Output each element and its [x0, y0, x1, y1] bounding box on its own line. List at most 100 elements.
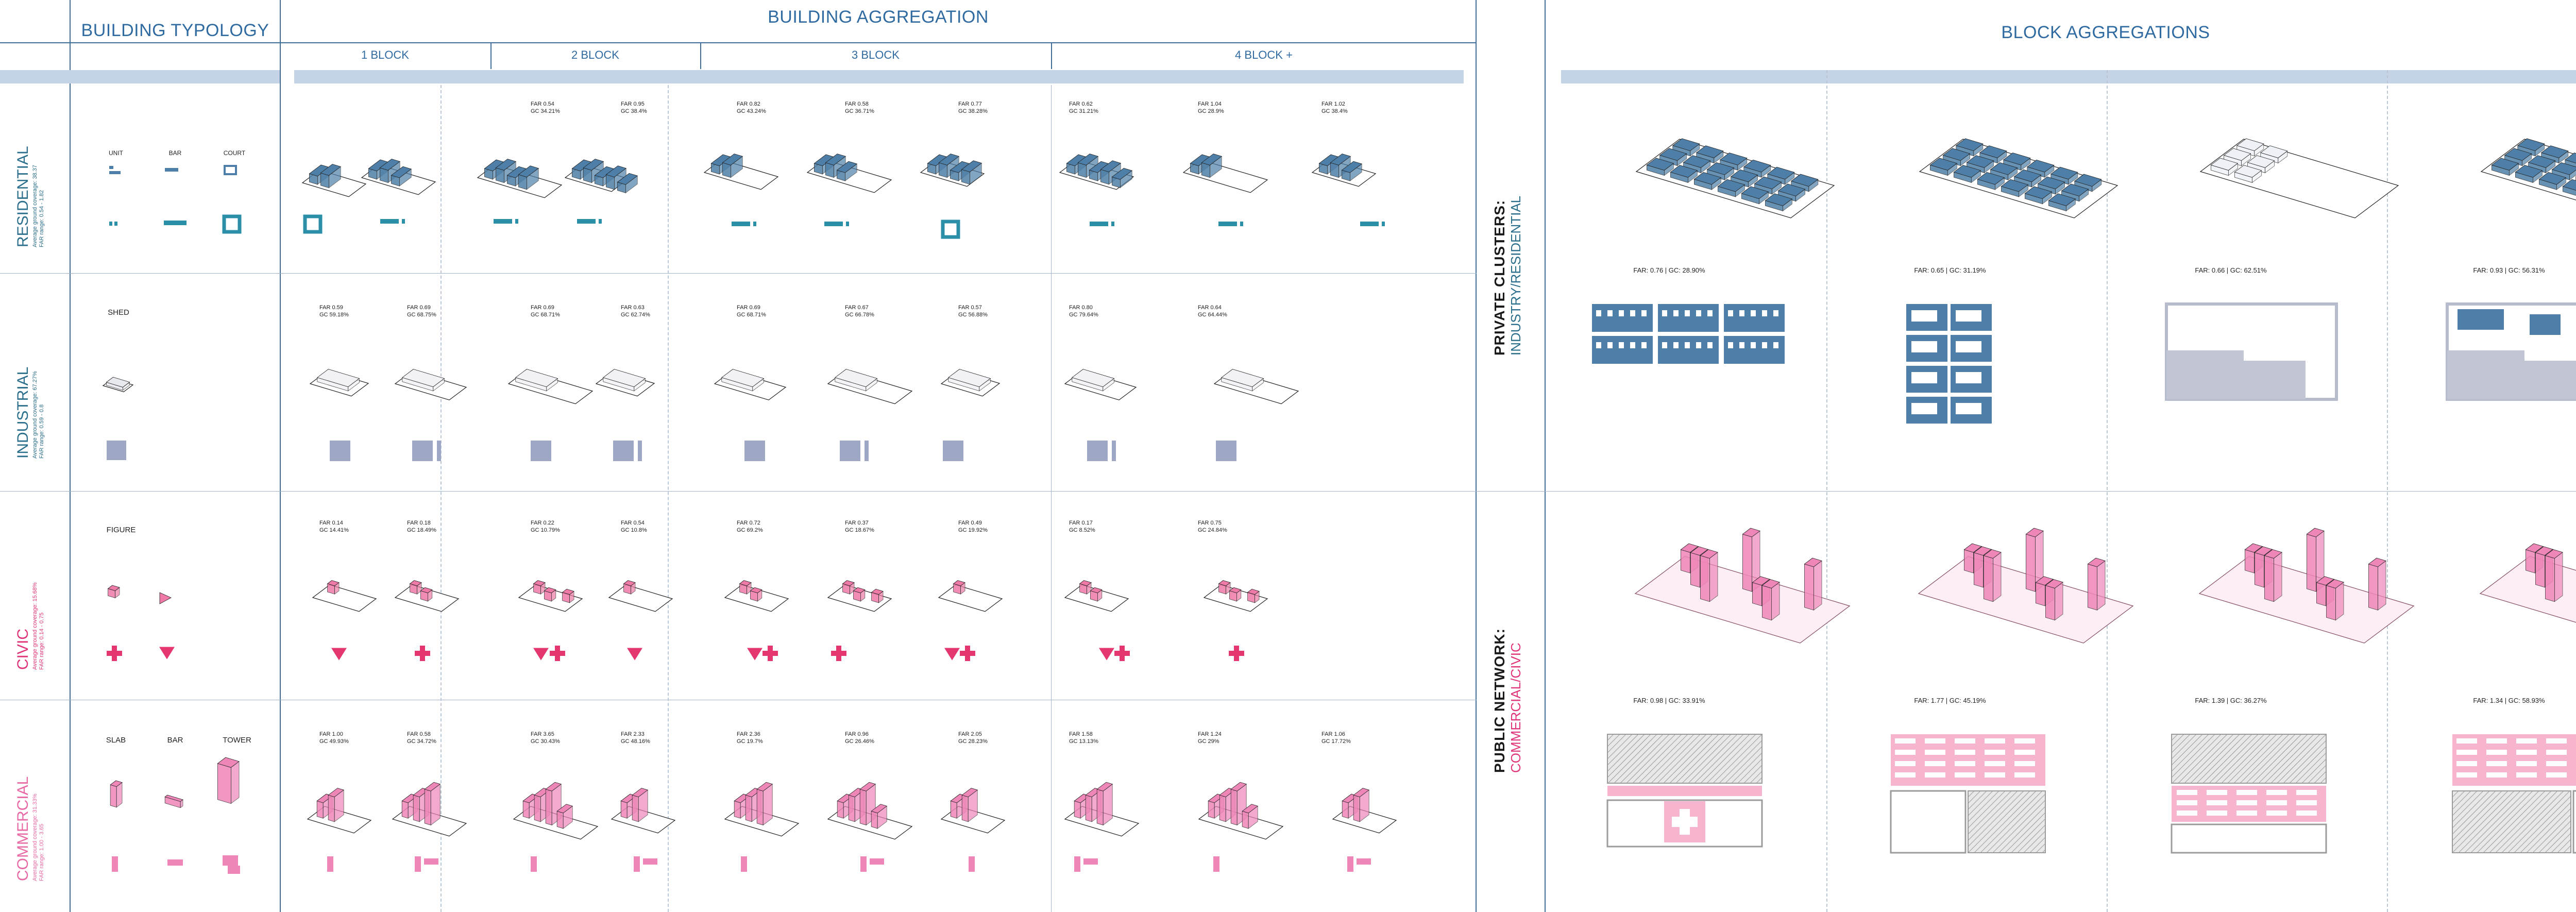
- hatch-line: [2270, 734, 2320, 784]
- gc-value: GC 59.18%: [319, 312, 349, 318]
- cluster-building: [1730, 169, 1758, 182]
- ind-shed: [316, 369, 360, 387]
- public-building: [2326, 579, 2344, 589]
- far-gc-label: FAR 2.36 GC 19.7%: [737, 731, 763, 745]
- cluster-building: [2504, 148, 2532, 161]
- far-gc-label: FAR 0.57 GC 56.88%: [958, 304, 988, 318]
- cluster-plan-block: [2166, 350, 2244, 399]
- public-building: [1813, 560, 1822, 611]
- dash-col-1: [440, 85, 442, 912]
- hatch-line: [2005, 812, 2046, 853]
- far-gc-label: FAR 0.96 GC 26.46%: [845, 731, 874, 745]
- far-value: FAR 0.72: [737, 520, 760, 526]
- gc-value: GC 18.67%: [845, 527, 874, 533]
- com-building: [1096, 789, 1104, 825]
- unit-plan-icon: [114, 222, 117, 226]
- ind-shed: [515, 369, 558, 387]
- cluster-plan-void: [1641, 342, 1647, 348]
- hatch-line: [1682, 734, 1732, 784]
- public-building: [2554, 552, 2563, 602]
- cluster-building: [1990, 162, 2018, 175]
- cluster-building: [2236, 138, 2264, 151]
- far-gc-label: FAR 0.69 GC 68.71%: [531, 304, 560, 318]
- public-building: [2535, 546, 2553, 556]
- far-value: FAR 0.63: [621, 305, 645, 311]
- gc-value: GC 43.24%: [737, 108, 766, 114]
- cluster-building: [2003, 153, 2031, 165]
- cluster-plan-void: [1728, 342, 1733, 348]
- public-building: [2254, 552, 2264, 588]
- public-plan-void: [2546, 750, 2567, 755]
- hatch-line: [2171, 734, 2184, 747]
- far-value: FAR 1.00: [319, 731, 343, 737]
- cluster-plan-void: [1596, 310, 1601, 316]
- gc-value: GC 56.88%: [958, 312, 988, 318]
- far-value: FAR 0.69: [531, 305, 554, 311]
- cluster-building: [2048, 193, 2076, 206]
- far-value: FAR 0.14: [319, 520, 343, 526]
- cluster-building: [1754, 176, 1782, 190]
- res-plan-icon: [753, 222, 756, 226]
- cluster-building: [2223, 148, 2251, 161]
- hatch-line: [2452, 790, 2484, 822]
- civic-plan-icon: [1234, 646, 1239, 661]
- public-building: [2316, 576, 2334, 586]
- cluster-plan-block: [2244, 361, 2306, 399]
- public-plan-void: [2207, 810, 2227, 816]
- hatch-line: [1986, 793, 2046, 853]
- hatch-line: [1688, 734, 1738, 784]
- cluster-plan-void: [1607, 310, 1613, 316]
- com-plan-icon: [969, 856, 975, 872]
- gc-value: GC 28.9%: [1198, 108, 1224, 114]
- res-plan-icon: [599, 219, 602, 224]
- cluster-building: [2037, 176, 2065, 190]
- civic-cross-icon: [112, 646, 117, 661]
- gc-value: GC 36.71%: [845, 108, 874, 114]
- com-building: [522, 800, 530, 819]
- gc-value: GC 38.4%: [621, 108, 647, 114]
- far-gc-label: FAR 1.02 GC 38.4%: [1321, 100, 1348, 115]
- cluster-plan-void: [1673, 342, 1679, 348]
- tower-building: [230, 761, 240, 804]
- hatch-line: [2172, 734, 2222, 784]
- cluster-plan-void: [1641, 310, 1647, 316]
- far-value: FAR 1.02: [1321, 101, 1345, 107]
- hatch-line: [2452, 790, 2490, 829]
- com-building: [424, 782, 441, 791]
- cluster-plan-void: [1619, 342, 1624, 348]
- type-bar-label: BAR: [168, 149, 182, 157]
- gc-value: GC 49.93%: [319, 738, 349, 745]
- civic-triangle-icon: [159, 647, 175, 660]
- far-gc-label: FAR 2.05 GC 28.23%: [958, 731, 988, 745]
- far-value: FAR 0.22: [531, 520, 554, 526]
- res-plan-icon: [494, 219, 512, 224]
- gc-value: GC 64.44%: [1198, 312, 1227, 318]
- com-building: [534, 795, 541, 822]
- res-plan-icon: [1240, 222, 1243, 226]
- hatch-line: [2507, 790, 2570, 853]
- cluster-building: [1777, 183, 1806, 197]
- public-building: [1973, 552, 1984, 588]
- public-plan-void: [2177, 800, 2197, 805]
- far-value: FAR 0.17: [1069, 520, 1093, 526]
- res-plan-icon: [1218, 222, 1237, 226]
- cluster-plan-void: [1685, 342, 1690, 348]
- cluster-plan-void: [1956, 403, 1981, 414]
- hatch-line: [2557, 839, 2571, 853]
- hatch-line: [1614, 734, 1664, 784]
- cluster-building: [2001, 179, 2029, 192]
- public-plan-void: [1895, 772, 1916, 778]
- hatch-line: [2501, 790, 2564, 853]
- row-divider-2: [0, 491, 1477, 492]
- res-building: [710, 154, 732, 166]
- type-bar2-label: BAR: [167, 736, 183, 745]
- public-plan-void: [2266, 810, 2287, 816]
- hatch-line: [1645, 734, 1694, 784]
- cluster-building: [1646, 158, 1674, 171]
- ind-plan-icon: [943, 441, 963, 461]
- civic-building: [623, 580, 636, 586]
- cluster-building: [2528, 155, 2556, 168]
- slab-building: [110, 784, 117, 808]
- civic-plan-icon: [944, 648, 960, 661]
- cluster-building: [2013, 169, 2042, 182]
